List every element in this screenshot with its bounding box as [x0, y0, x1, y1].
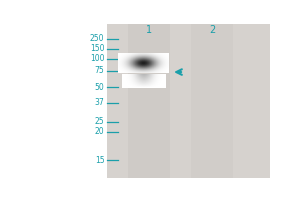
Text: 150: 150	[90, 44, 104, 53]
Bar	[107, 24, 270, 178]
Text: 250: 250	[90, 34, 104, 43]
Text: 2: 2	[209, 25, 215, 35]
Text: 25: 25	[95, 117, 104, 126]
Text: 20: 20	[95, 127, 104, 136]
Bar	[128, 24, 170, 178]
Text: 15: 15	[95, 156, 104, 165]
Bar	[191, 24, 233, 178]
Text: 1: 1	[146, 25, 152, 35]
Text: 100: 100	[90, 54, 104, 63]
Text: 75: 75	[95, 66, 104, 75]
Text: 50: 50	[95, 83, 104, 92]
Text: 37: 37	[95, 98, 104, 107]
